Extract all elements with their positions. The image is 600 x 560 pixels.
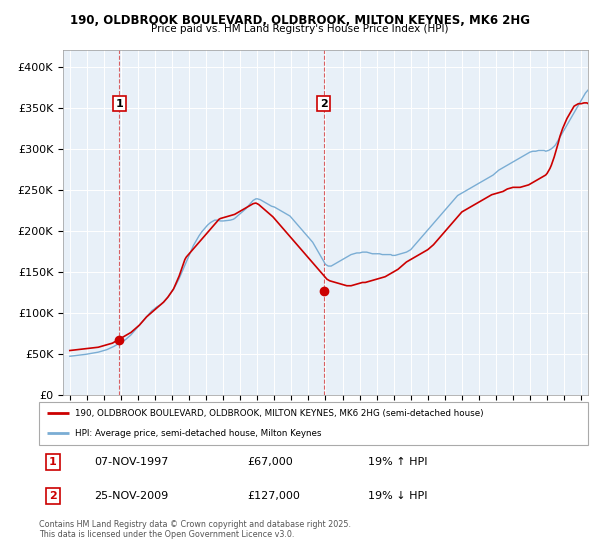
Text: £127,000: £127,000 [248,491,301,501]
Text: 2: 2 [320,99,328,109]
Text: 25-NOV-2009: 25-NOV-2009 [94,491,168,501]
Text: 190, OLDBROOK BOULEVARD, OLDBROOK, MILTON KEYNES, MK6 2HG: 190, OLDBROOK BOULEVARD, OLDBROOK, MILTO… [70,14,530,27]
Text: 19% ↑ HPI: 19% ↑ HPI [368,457,428,467]
Text: HPI: Average price, semi-detached house, Milton Keynes: HPI: Average price, semi-detached house,… [74,429,321,438]
Text: 1: 1 [115,99,123,109]
Text: £67,000: £67,000 [248,457,293,467]
Text: 07-NOV-1997: 07-NOV-1997 [94,457,168,467]
Text: 2: 2 [49,491,56,501]
Text: 19% ↓ HPI: 19% ↓ HPI [368,491,428,501]
Text: 1: 1 [49,457,56,467]
Text: 190, OLDBROOK BOULEVARD, OLDBROOK, MILTON KEYNES, MK6 2HG (semi-detached house): 190, OLDBROOK BOULEVARD, OLDBROOK, MILTO… [74,409,484,418]
Text: Price paid vs. HM Land Registry's House Price Index (HPI): Price paid vs. HM Land Registry's House … [151,24,449,34]
Text: Contains HM Land Registry data © Crown copyright and database right 2025.
This d: Contains HM Land Registry data © Crown c… [39,520,351,539]
